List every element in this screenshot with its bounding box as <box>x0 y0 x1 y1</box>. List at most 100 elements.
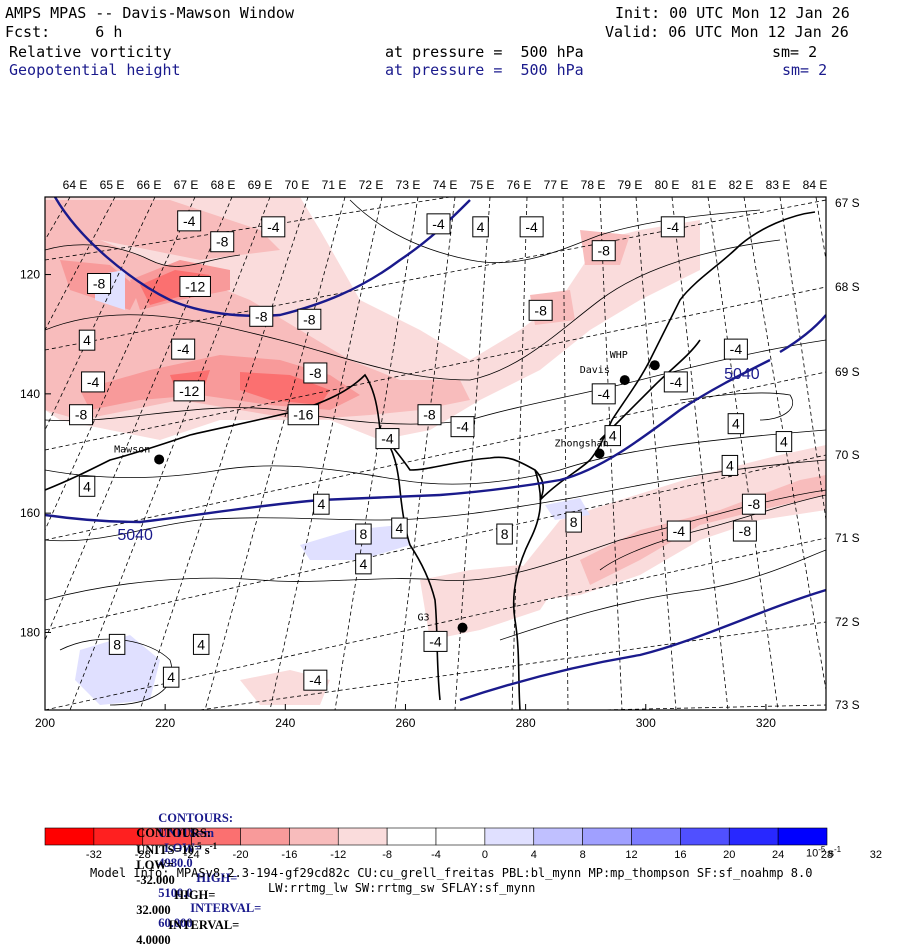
vort-label-box-2 <box>261 216 286 238</box>
colorbar-unit-s: s <box>828 847 834 860</box>
vort-label-box-26 <box>727 413 745 435</box>
vort-label-box-0 <box>177 210 202 232</box>
vort-label-box-8 <box>171 338 196 360</box>
plot-frame <box>44 196 827 711</box>
vort-label-17: -8 <box>597 243 610 259</box>
lon-label-14: 78 E <box>581 178 606 192</box>
height-contour-high-label: HIGH= <box>196 871 238 885</box>
colorbar-label-4: -16 <box>281 849 297 861</box>
station-label-1: WHP <box>610 350 628 361</box>
vort-contour-5 <box>45 489 826 601</box>
lon-label-8: 72 E <box>359 178 384 192</box>
vort-label-box-28 <box>721 454 739 476</box>
colorbar-unit: 10-5 s-1 <box>806 845 841 860</box>
colorbar: -32 -28 -24 -20 -16 -12 -8 -4 0 4 8 12 16 20 24 28 32 <box>44 827 882 861</box>
lat-label-1: 68 S <box>835 280 860 294</box>
lon-label-3: 67 E <box>174 178 199 192</box>
colorbar-swatch-11 <box>582 827 632 846</box>
vorticity-contour-high-label: HIGH= <box>174 888 216 903</box>
height-contour-label: CONTOURS: <box>158 811 234 825</box>
vort-label-box-13 <box>287 404 320 426</box>
colorbar-label-0: -32 <box>86 849 102 861</box>
colorbar-label-7: -4 <box>431 849 441 861</box>
latitude-line-66s <box>45 197 451 261</box>
station-marker-3 <box>154 454 165 465</box>
colorbar-label-12: 16 <box>674 849 686 861</box>
vort-label-1: -8 <box>216 234 229 250</box>
coastline-main <box>45 211 816 501</box>
vort-label-box-37 <box>741 493 766 515</box>
longitude-line-78e <box>599 197 623 710</box>
vort-label-6: -8 <box>303 311 316 327</box>
vort-contour-3 <box>45 429 826 485</box>
vort-label-box-12 <box>69 404 94 426</box>
colorbar-label-3: -20 <box>233 849 249 861</box>
station-marker-4 <box>457 622 468 633</box>
colorbar-label-6: -8 <box>382 849 392 861</box>
vort-label-32: 8 <box>360 526 368 542</box>
longitude-line-83e <box>779 197 826 521</box>
vort-label-box-35 <box>565 511 582 533</box>
colorbar-swatch-7 <box>386 827 437 846</box>
lat-label-2: 69 S <box>835 365 860 379</box>
height-contours <box>45 197 826 702</box>
model-info-line2: LW:rrtmg_lw SW:rrtmg_sw SFLAY:sf_mynn <box>268 881 536 895</box>
colorbar-label-13: 20 <box>723 849 735 861</box>
lat-label-4: 71 S <box>835 531 860 545</box>
colorbar-label-11: 12 <box>625 849 637 861</box>
field2-pressure: at pressure = 500 hPa <box>385 61 584 79</box>
station-marker-0 <box>619 375 630 386</box>
vort-label-33: 4 <box>396 520 404 536</box>
station-marker-1 <box>649 360 660 371</box>
vort-label-13: -16 <box>293 407 313 423</box>
vorticity-units-tail-exp: -1 <box>209 841 218 851</box>
vort-label-18: -4 <box>667 219 680 235</box>
colorbar-swatch-12 <box>631 827 681 846</box>
forecast-hour: Fcst: 6 h <box>5 23 123 41</box>
vort-label-12: -8 <box>75 407 88 423</box>
vort-label-box-34 <box>496 523 513 545</box>
vort-contour-11 <box>679 392 793 421</box>
vort-label-box-18 <box>660 216 685 238</box>
lon-label-16: 80 E <box>655 178 680 192</box>
x-tick-label-0: 200 <box>35 716 55 730</box>
station-label-0: Davis <box>580 365 610 376</box>
colorbar-swatch-14 <box>728 827 779 846</box>
vort-label-box-15 <box>472 216 489 238</box>
vort-label-box-42 <box>423 630 448 652</box>
x-tick-label-3: 260 <box>395 716 415 730</box>
valid-time: Valid: 06 UTC Mon 12 Jan 26 <box>605 23 849 41</box>
vort-label-7: 4 <box>83 332 91 348</box>
longitude-labels: 64 E 65 E 66 E 67 E 68 E 69 E 70 E 71 E 72 E 73 E… <box>63 178 828 192</box>
vort-label-40: 8 <box>113 636 121 652</box>
vort-label-0: -4 <box>183 213 196 229</box>
vort-label-25: -4 <box>730 341 743 357</box>
field2-smoothing: sm= 2 <box>782 61 828 79</box>
lon-label-11: 75 E <box>470 178 495 192</box>
vort-label-box-32 <box>355 523 372 545</box>
vort-label-box-36 <box>666 520 691 542</box>
vort-label-44: -4 <box>309 672 322 688</box>
colorbar-label-10: 8 <box>580 849 586 861</box>
lon-label-9: 73 E <box>396 178 421 192</box>
vort-label-box-33 <box>391 517 408 539</box>
chart-title: AMPS MPAS -- Davis-Mawson Window <box>5 4 294 22</box>
vorticity-contour-low-label: LOW= <box>136 858 174 873</box>
station-label-3: Mawson <box>114 444 150 455</box>
vort-label-box-7 <box>78 329 96 351</box>
colorbar-swatch-8 <box>435 827 486 846</box>
y-tick-label-1: 140 <box>20 387 40 401</box>
lat-label-3: 70 S <box>835 448 860 462</box>
vort-contour-10 <box>599 494 826 571</box>
x-tick-label-5: 300 <box>636 716 656 730</box>
lon-label-2: 66 E <box>137 178 162 192</box>
vorticity-contour-interval-value: 4.0000 <box>136 933 171 948</box>
longitude-line-71e <box>204 197 346 710</box>
longitude-line-79e <box>635 197 677 710</box>
colorbar-label-5: -12 <box>330 849 346 861</box>
vort-contour-1 <box>45 239 781 381</box>
vort-label-5: -8 <box>255 308 268 324</box>
height-contour-high-value: 5100.0 <box>158 886 193 900</box>
vort-label-box-27 <box>775 431 793 453</box>
